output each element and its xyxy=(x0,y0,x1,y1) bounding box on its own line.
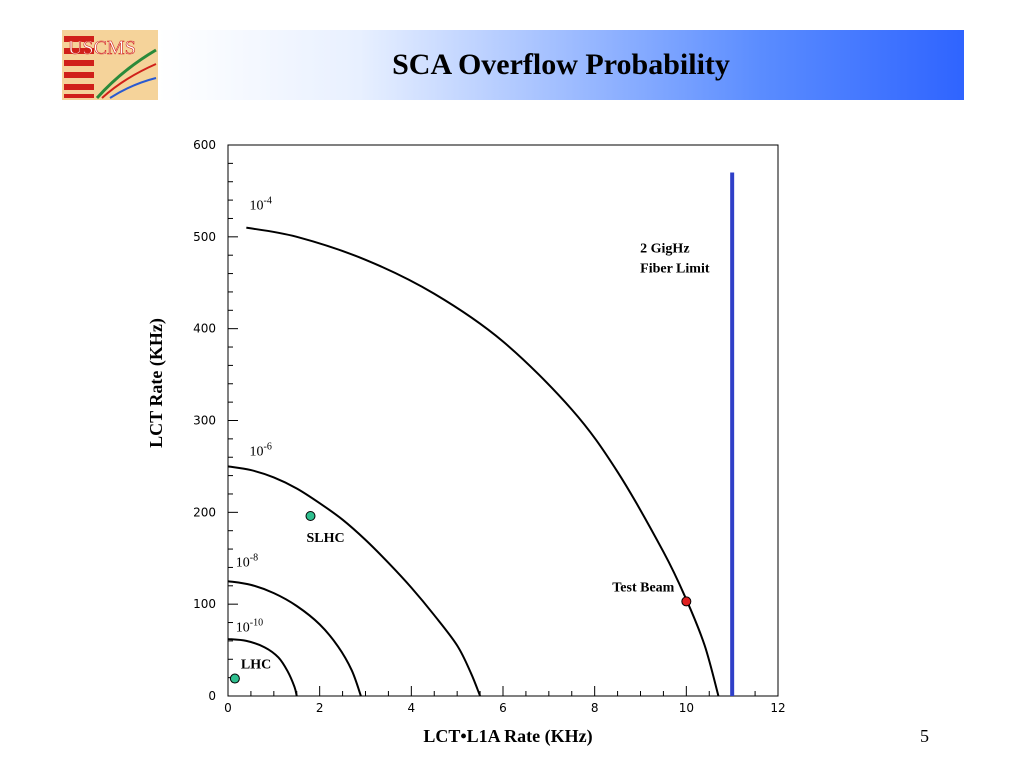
x-tick-label: 12 xyxy=(770,701,785,715)
x-tick-label: 4 xyxy=(408,701,416,715)
y-tick-label: 0 xyxy=(208,689,216,703)
point-slhc xyxy=(305,511,316,522)
y-tick-label: 200 xyxy=(193,505,216,519)
y-tick-label: 500 xyxy=(193,230,216,244)
x-tick-label: 0 xyxy=(224,701,232,715)
logo-text: USCMS xyxy=(68,37,136,59)
point-label: Test Beam xyxy=(612,580,674,595)
x-axis-title: LCT•L1A Rate (KHz) xyxy=(423,726,592,747)
fiber-limit-label-line2: Fiber Limit xyxy=(640,262,710,277)
curve-minus8 xyxy=(227,580,362,697)
y-tick-label: 300 xyxy=(193,414,216,428)
fiber-limit-label-line1: 2 GigHz xyxy=(640,242,689,257)
y-tick-label: 100 xyxy=(193,597,216,611)
plot-border xyxy=(227,144,779,697)
header-bar xyxy=(158,30,964,100)
curve-labels: 10-4 10-6 10-8 10-10 xyxy=(236,195,272,635)
fiber-limit: 2 GigHz Fiber Limit xyxy=(640,172,735,696)
point-label: LHC xyxy=(241,658,271,673)
point-label: SLHC xyxy=(307,531,345,546)
point-lhc xyxy=(229,673,240,684)
plot-frame xyxy=(227,144,779,697)
curve-minus10 xyxy=(227,638,298,697)
x-tick-label: 10 xyxy=(679,701,694,715)
curve-minus6 xyxy=(227,465,482,697)
curve-label: 10-8 xyxy=(236,553,258,571)
y-ticks: 0 100 200 300 400 500 600 xyxy=(193,138,238,703)
point-test-beam xyxy=(681,596,692,607)
curve-label: 10-10 xyxy=(236,618,263,636)
rate-points: SLHC LHC Test Beam xyxy=(229,511,692,684)
x-tick-label: 2 xyxy=(316,701,324,715)
y-tick-label: 400 xyxy=(193,322,216,336)
y-tick-label: 600 xyxy=(193,138,216,152)
uscms-logo: USCMS xyxy=(62,30,158,100)
y-axis-title: LCT Rate (KHz) xyxy=(146,318,167,448)
slide-title: SCA Overflow Probability xyxy=(392,48,730,81)
probability-curves xyxy=(227,226,720,697)
x-tick-label: 8 xyxy=(591,701,599,715)
curve-label: 10-4 xyxy=(250,195,272,213)
x-tick-label: 6 xyxy=(499,701,507,715)
logo-flag-stripes xyxy=(64,36,94,98)
curve-minus4 xyxy=(246,226,720,697)
page-number: 5 xyxy=(920,726,929,746)
x-ticks: 0 2 4 6 8 10 12 xyxy=(224,686,786,715)
curve-label: 10-6 xyxy=(250,441,272,459)
